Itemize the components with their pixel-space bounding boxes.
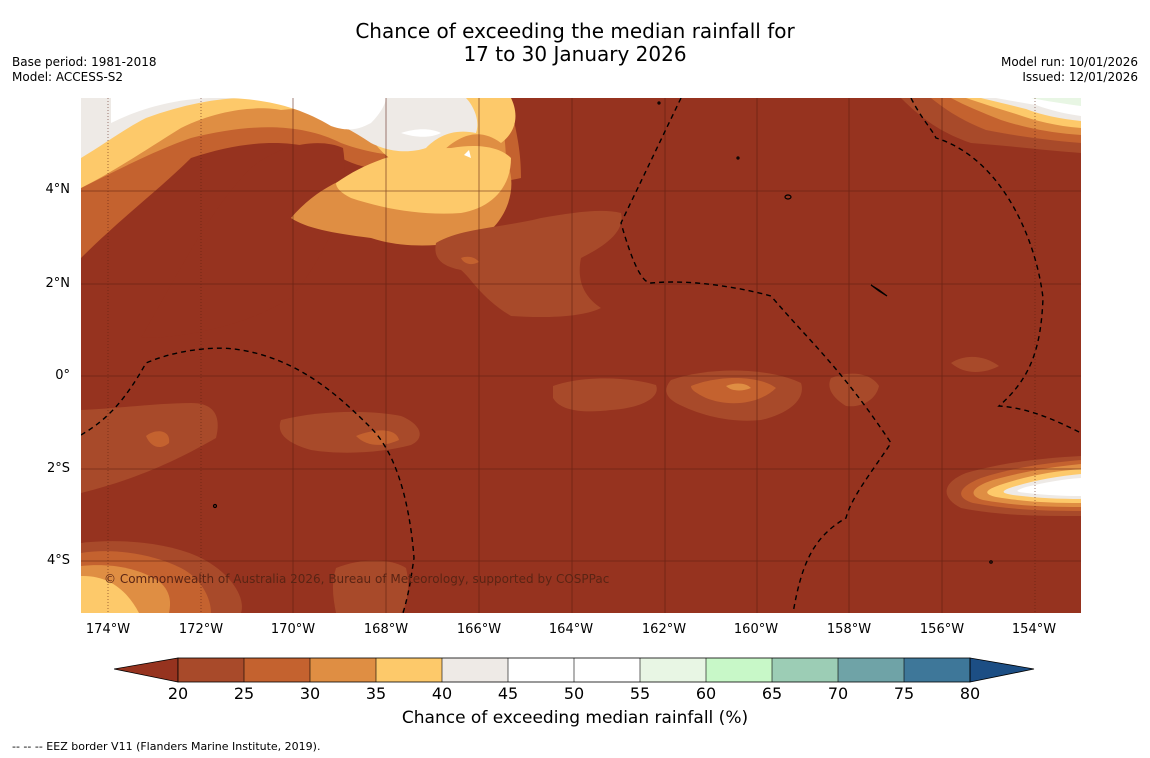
lon-label-166w: 166°W (456, 622, 502, 637)
base-period-label: Base period: 1981-2018 (12, 55, 157, 69)
lon-label-172w: 172°W (178, 622, 224, 637)
region-north-35-40b (336, 146, 511, 214)
colorbar-tick-35: 35 (365, 684, 387, 703)
region-west-spot (146, 431, 170, 448)
rainfall-map (81, 98, 1081, 613)
colorbar-tick-45: 45 (497, 684, 519, 703)
region-ne-55-60 (1031, 98, 1081, 106)
colorbar (114, 657, 1035, 683)
colorbar-bin-45-50 (508, 658, 574, 682)
colorbar-bin-60-65 (706, 658, 772, 682)
colorbar-high-arrow (969, 657, 1035, 683)
colorbar-tick-75: 75 (893, 684, 915, 703)
colorbar-bin-75-80 (904, 658, 970, 682)
lat-label-4s: 4°S (46, 553, 70, 568)
lon-label-170w: 170°W (270, 622, 316, 637)
colorbar-tick-60: 60 (695, 684, 717, 703)
region-eq-central-20-25 (553, 378, 657, 412)
region-north-pocket (141, 143, 345, 338)
region-eq-west-20-25 (279, 411, 420, 453)
map-title-line2: 17 to 30 January 2026 (463, 42, 687, 66)
region-north-white-spot (401, 129, 441, 137)
region-small-east-20-25 (951, 356, 999, 372)
eez-border-southwest (81, 347, 415, 613)
region-eq-west-spot (356, 430, 399, 445)
graticule (81, 98, 1081, 613)
copyright-notice: © Commonwealth of Australia 2026, Bureau… (104, 572, 610, 586)
lat-label-4n: 4°N (45, 182, 71, 197)
lon-label-162w: 162°W (641, 622, 687, 637)
region-south-mid-20-25 (332, 560, 409, 613)
eez-footnote: -- -- -- EEZ border V11 (Flanders Marine… (12, 740, 321, 753)
lon-label-154w: 154°W (1011, 622, 1057, 637)
model-run-label: Model run: 10/01/2026 (1000, 55, 1138, 69)
region-central-20-25 (435, 210, 622, 318)
colorbar-bin-50-55 (574, 658, 640, 682)
colorbar-tick-70: 70 (827, 684, 849, 703)
region-central-spot (461, 256, 479, 265)
lat-label-2n: 2°N (45, 276, 71, 291)
lon-label-158w: 158°W (826, 622, 872, 637)
lon-label-174w: 174°W (85, 622, 131, 637)
colorbar-bin-40-45 (442, 658, 508, 682)
colorbar-bin-70-75 (838, 658, 904, 682)
eez-borders (81, 98, 1081, 613)
colorbar-bin-25-30 (244, 658, 310, 682)
region-south-35-40 (81, 575, 139, 613)
region-e-45-55 (1017, 478, 1081, 496)
base-field (81, 98, 1081, 613)
region-north-45-55 (111, 98, 386, 130)
lon-label-156w: 156°W (919, 622, 965, 637)
colorbar-bin-30-35 (310, 658, 376, 682)
colorbar-title: Chance of exceeding median rainfall (%) (401, 708, 749, 728)
colorbar-tick-50: 50 (563, 684, 585, 703)
lon-label-164w: 164°W (548, 622, 594, 637)
colorbar-low-arrow (114, 657, 179, 683)
colorbar-tick-80: 80 (959, 684, 981, 703)
colorbar-tick-20: 20 (167, 684, 189, 703)
eez-border-central (620, 98, 892, 613)
colorbar-bin-20-25 (178, 658, 244, 682)
region-west-20-25 (81, 403, 218, 493)
region-north-white-spot2 (464, 150, 471, 158)
region-eq-east-25-30 (691, 377, 776, 404)
colorbar-tick-40: 40 (431, 684, 453, 703)
colorbar-tick-25: 25 (233, 684, 255, 703)
region-eq-far-east-20-25 (829, 373, 879, 407)
colorbar-bin-55-60 (640, 658, 706, 682)
colorbar-tick-65: 65 (761, 684, 783, 703)
model-label: Model: ACCESS-S2 (12, 70, 124, 84)
lon-label-160w: 160°W (733, 622, 779, 637)
issued-label: Issued: 12/01/2026 (1022, 70, 1138, 84)
colorbar-bin-35-40 (376, 658, 442, 682)
eez-border-east (910, 98, 1081, 434)
region-eq-east-30-35 (726, 383, 751, 391)
lat-label-0: 0° (55, 368, 70, 383)
islands (212, 101, 993, 564)
colorbar-tick-55: 55 (629, 684, 651, 703)
colorbar-tick-30: 30 (299, 684, 321, 703)
lon-label-168w: 168°W (363, 622, 409, 637)
lat-label-2s: 2°S (46, 461, 70, 476)
map-title-line1: Chance of exceeding the median rainfall … (355, 19, 795, 43)
colorbar-bin-65-70 (772, 658, 838, 682)
